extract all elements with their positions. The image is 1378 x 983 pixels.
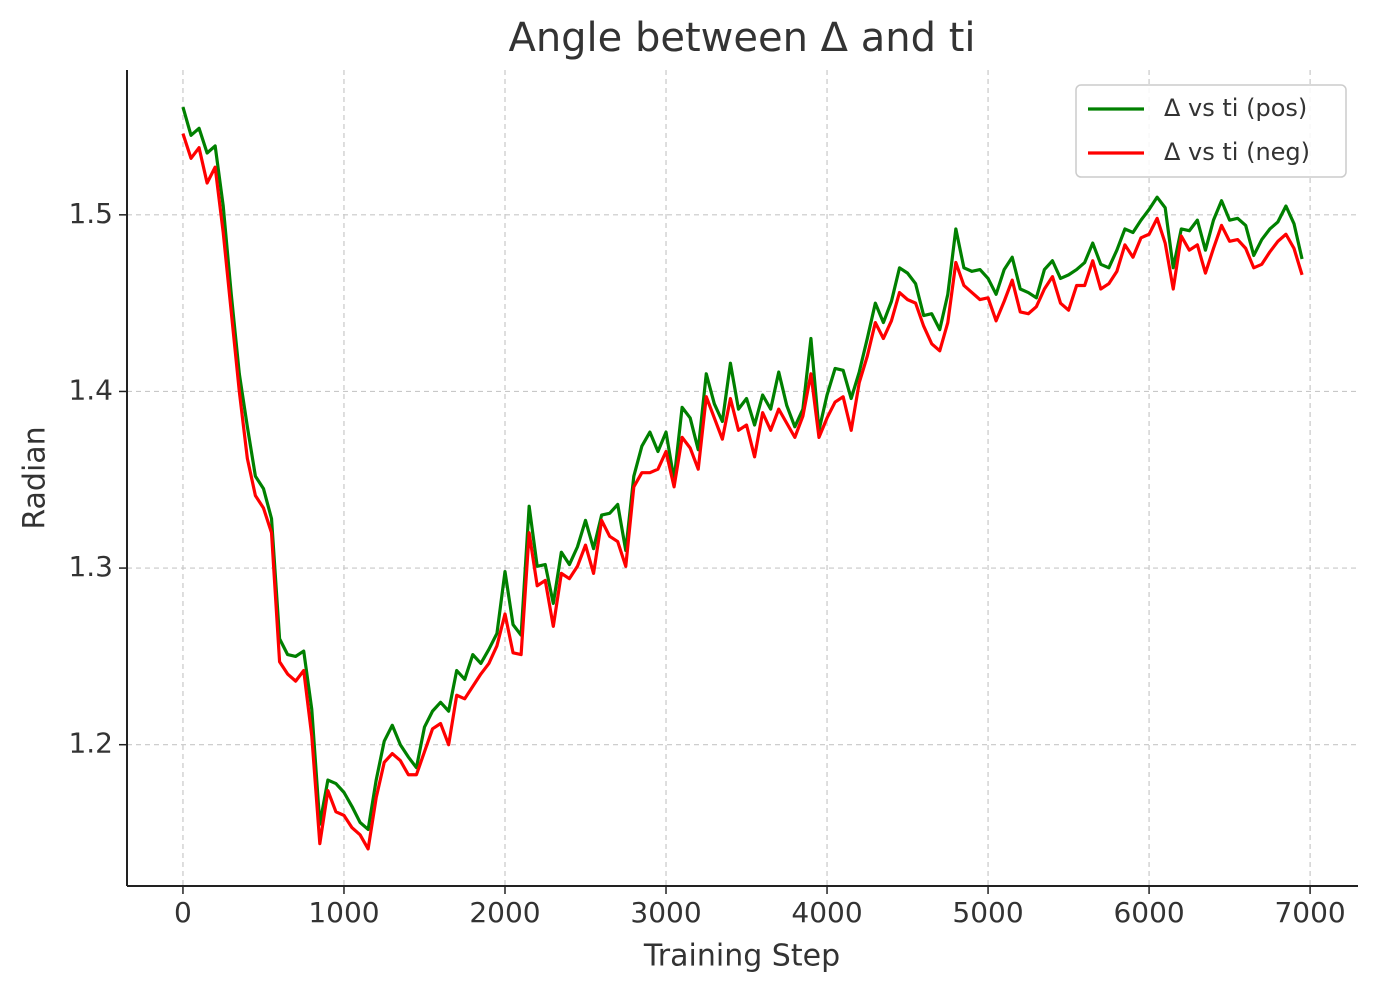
y-tick-label: 1.4 [68,373,113,406]
series-line [181,106,1304,832]
y-tick-label: 1.3 [68,550,113,583]
y-tick-label: 1.2 [68,727,113,760]
y-axis-label: Radian [18,426,53,529]
x-tick-label: 5000 [952,896,1023,929]
x-tick-label: 3000 [630,896,701,929]
legend-label: Δ vs ti (neg) [1164,138,1310,166]
x-tick-label: 7000 [1274,896,1345,929]
series-line [181,133,1304,851]
chart-title: Angle between Δ and ti [508,15,975,61]
x-tick-label: 0 [174,896,192,929]
y-tick-label: 1.5 [68,197,113,230]
x-tick-label: 4000 [791,896,862,929]
x-tick-label: 1000 [308,896,379,929]
x-tick-label: 6000 [1113,896,1184,929]
legend-label: Δ vs ti (pos) [1164,94,1307,122]
x-axis-label: Training Step [643,939,840,974]
x-tick-label: 2000 [469,896,540,929]
